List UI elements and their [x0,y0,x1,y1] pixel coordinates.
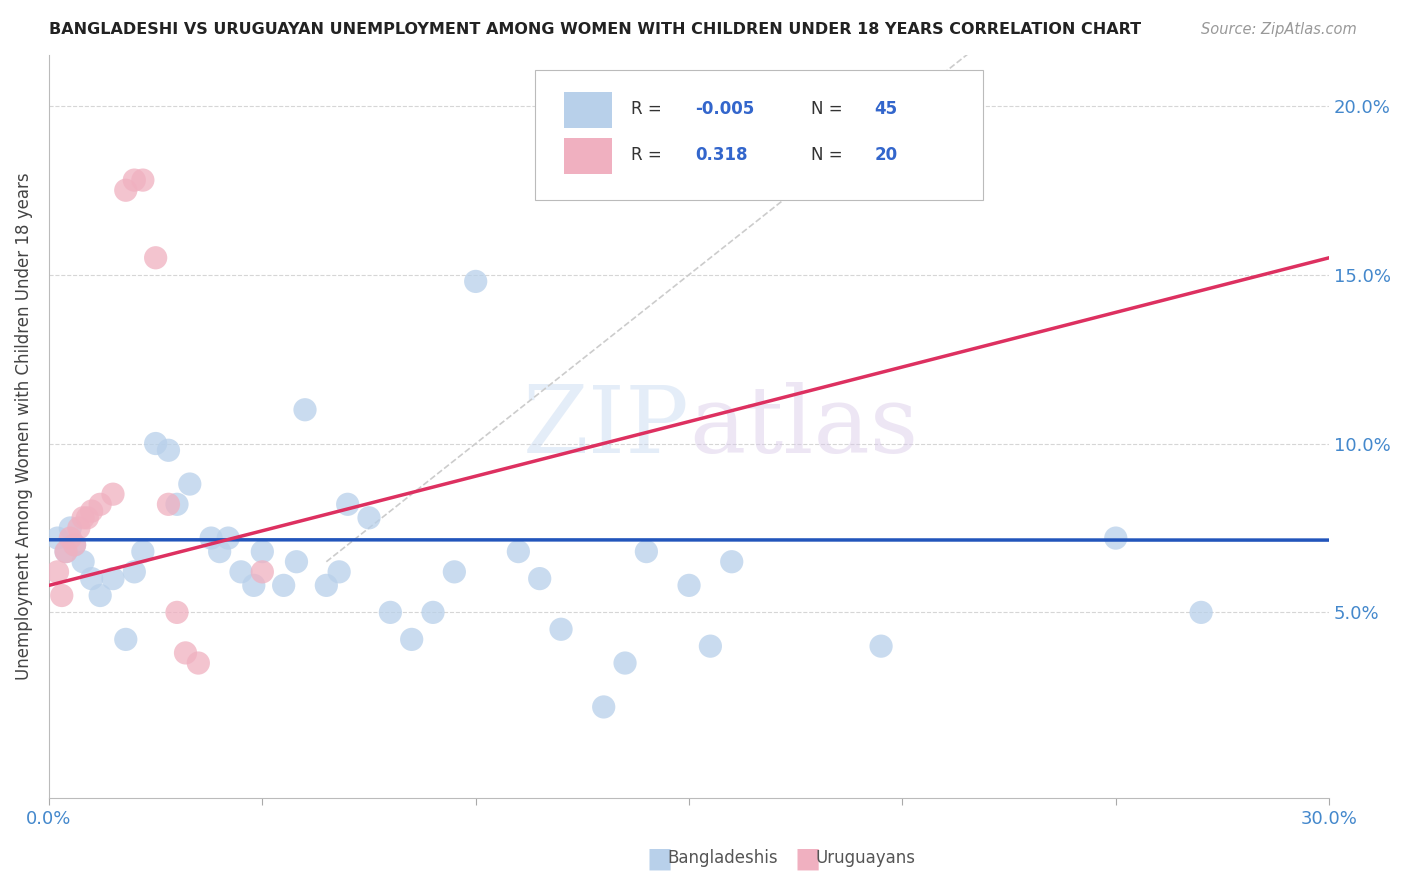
Point [592,700,614,714]
Text: N =: N = [811,146,848,164]
Point [132,544,155,558]
Point [166,606,188,620]
Point [273,578,295,592]
Point [67,521,90,535]
Text: 20: 20 [875,146,898,164]
Point [89,497,111,511]
Point [80,504,103,518]
Point [636,544,658,558]
Point [63,538,86,552]
Text: 0.318: 0.318 [696,146,748,164]
Point [294,402,316,417]
Point [229,565,252,579]
FancyBboxPatch shape [564,138,612,174]
Point [132,173,155,187]
Point [315,578,337,592]
Point [380,606,402,620]
Text: Bangladeshis: Bangladeshis [668,849,779,867]
Point [357,511,380,525]
Point [124,173,146,187]
FancyBboxPatch shape [564,92,612,128]
Y-axis label: Unemployment Among Women with Children Under 18 years: Unemployment Among Women with Children U… [15,173,32,681]
Point [59,521,82,535]
Point [550,622,572,636]
Point [166,497,188,511]
Point [72,511,94,525]
Point [328,565,350,579]
Point [72,555,94,569]
Point [157,443,180,458]
Text: ■: ■ [647,844,673,872]
Point [529,572,551,586]
Point [101,572,124,586]
Point [1189,606,1212,620]
Point [179,477,201,491]
Text: Source: ZipAtlas.com: Source: ZipAtlas.com [1201,22,1357,37]
Point [124,565,146,579]
Point [59,531,82,545]
Point [55,544,77,558]
Text: R =: R = [631,100,668,118]
Point [870,639,893,653]
Point [76,511,98,525]
Text: R =: R = [631,146,672,164]
Point [614,656,637,670]
Point [285,555,308,569]
Point [174,646,197,660]
Point [46,565,69,579]
Text: atlas: atlas [689,382,918,472]
Point [114,632,136,647]
Point [187,656,209,670]
Point [336,497,359,511]
Point [252,544,274,558]
Point [699,639,721,653]
Point [422,606,444,620]
Point [63,538,86,552]
Point [508,544,530,558]
Point [217,531,239,545]
Point [678,578,700,592]
Point [443,565,465,579]
Point [55,544,77,558]
Point [114,183,136,197]
Point [252,565,274,579]
Point [101,487,124,501]
Point [720,555,742,569]
Point [401,632,423,647]
Text: N =: N = [811,100,848,118]
Point [1105,531,1128,545]
Point [46,531,69,545]
Point [208,544,231,558]
Text: ZIP: ZIP [522,382,689,472]
Point [243,578,266,592]
Point [200,531,222,545]
Text: 45: 45 [875,100,898,118]
Text: BANGLADESHI VS URUGUAYAN UNEMPLOYMENT AMONG WOMEN WITH CHILDREN UNDER 18 YEARS C: BANGLADESHI VS URUGUAYAN UNEMPLOYMENT AM… [49,22,1142,37]
Point [145,251,167,265]
Point [157,497,180,511]
Point [145,436,167,450]
FancyBboxPatch shape [536,70,983,200]
Text: -0.005: -0.005 [696,100,755,118]
Point [51,589,73,603]
Point [89,589,111,603]
Text: Uruguayans: Uruguayans [815,849,915,867]
Point [464,274,486,288]
Text: ■: ■ [794,844,821,872]
Point [80,572,103,586]
